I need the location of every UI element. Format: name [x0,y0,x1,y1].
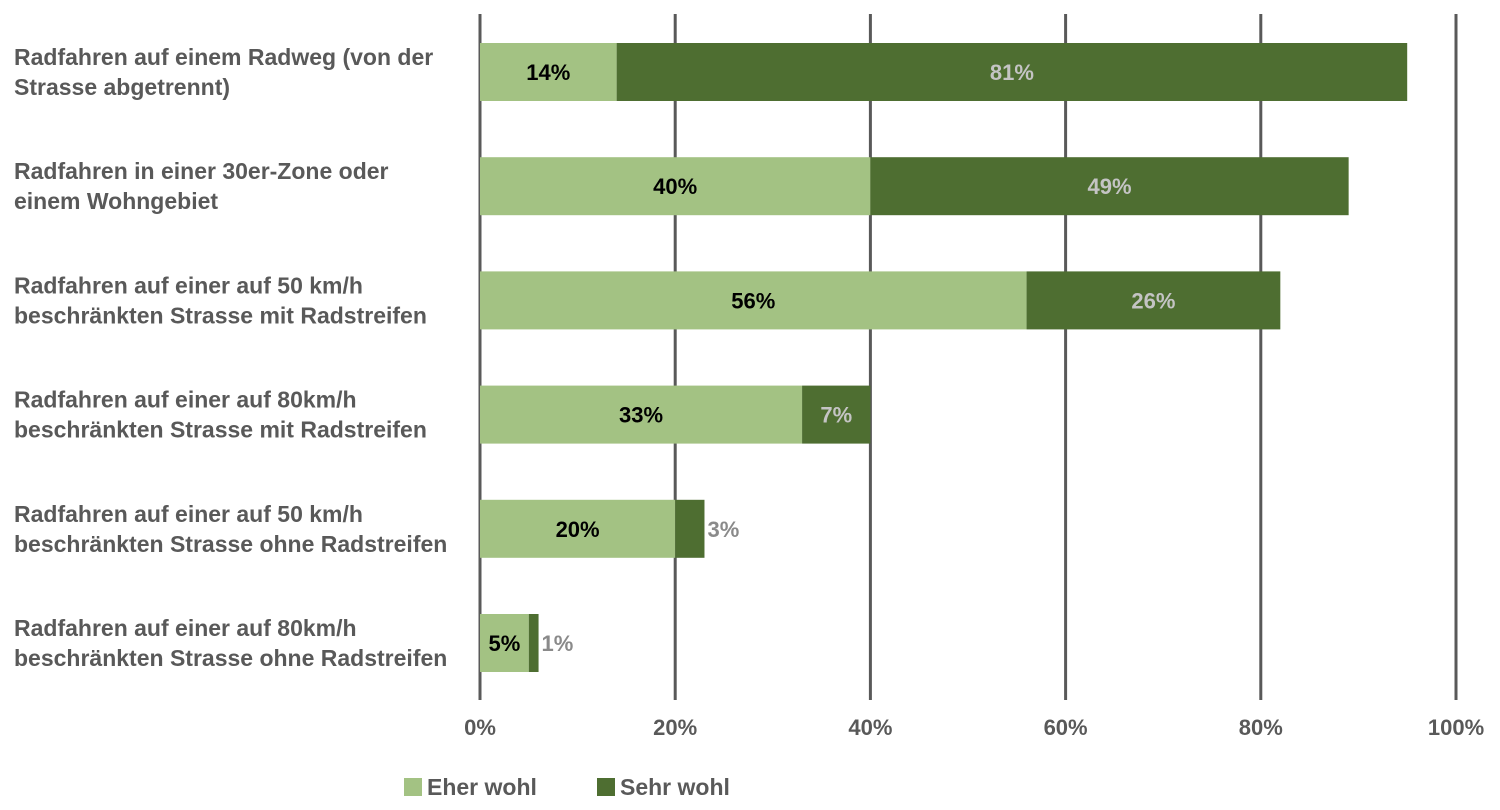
bar-eher-wohl [480,385,803,444]
bar-sehr-wohl [1026,271,1281,330]
category-labels: Radfahren auf einem Radweg (von der Stras… [14,44,447,671]
bar-sehr-wohl [870,157,1349,216]
gridlines [478,14,1458,700]
bar-sehr-wohl [616,43,1408,101]
bars [480,43,1408,672]
category-label-line: beschränkten Strasse mit Radstreifen [14,417,427,443]
category-label-line: Radfahren auf einem Radweg (von der [14,44,433,70]
category-label: Radfahren auf einer auf 50 km/h beschränk… [14,272,427,328]
x-tick-label: 40% [848,715,892,740]
legend-sehr-wohl-swatch [597,778,615,796]
data-label-sehr-wohl: 1% [542,631,574,656]
data-label-eher-wohl: 33% [619,403,663,428]
category-label: Radfahren auf einer auf 50 km/h beschränk… [14,501,447,557]
category-label-line: Radfahren auf einer auf 50 km/h [14,501,363,527]
category-label-line: beschränkten Strasse ohne Radstreifen [14,531,447,557]
data-label-eher-wohl: 40% [653,174,697,199]
data-label-eher-wohl: 14% [526,60,570,85]
data-label-eher-wohl: 56% [731,288,775,313]
bar-eher-wohl [480,157,871,216]
bar-eher-wohl [480,271,1027,330]
data-label-sehr-wohl: 26% [1131,288,1175,313]
bar-eher-wohl [480,499,676,558]
category-label-line: Radfahren auf einer auf 50 km/h [14,272,363,298]
data-label-sehr-wohl: 49% [1087,174,1131,199]
x-tick-label: 60% [1044,715,1088,740]
bar-eher-wohl [480,43,617,101]
data-label-eher-wohl: 5% [489,631,521,656]
data-label-eher-wohl: 20% [556,517,600,542]
data-label-sehr-wohl: 81% [990,60,1034,85]
category-label-line: beschränkten Strasse ohne Radstreifen [14,645,447,671]
category-label: Radfahren in einer 30er-Zone oder einem W… [14,158,389,214]
x-tick-label: 20% [653,715,697,740]
category-label: Radfahren auf einem Radweg (von der Stras… [14,44,433,100]
bar-eher-wohl [480,614,529,672]
category-label-line: Radfahren auf einer auf 80km/h [14,387,357,413]
category-label-line: beschränkten Strasse mit Radstreifen [14,302,427,328]
category-label-line: Radfahren in einer 30er-Zone oder [14,158,389,184]
x-tick-label: 100% [1428,715,1484,740]
category-label-line: Strasse abgetrennt) [14,74,230,100]
bar-sehr-wohl [528,614,539,672]
data-label-sehr-wohl: 7% [820,403,852,428]
bar-sehr-wohl [675,499,705,558]
x-tick-label: 0% [464,715,496,740]
data-label-sehr-wohl: 3% [707,517,739,542]
data-labels: 14% 81% 40% 49% 56% 26% 33% 7% 20% 3% 5% 1% [489,60,1176,656]
legend: Eher wohl Sehr wohl [404,774,730,800]
bar-sehr-wohl [802,385,871,444]
category-label-line: Radfahren auf einer auf 80km/h [14,615,357,641]
category-label: Radfahren auf einer auf 80km/h beschränkt… [14,615,447,671]
category-label-line: einem Wohngebiet [14,188,218,214]
category-label: Radfahren auf einer auf 80km/h beschränkt… [14,387,427,443]
legend-eher-wohl-label: Eher wohl [427,774,537,800]
legend-sehr-wohl-label: Sehr wohl [620,774,730,800]
x-tick-label: 80% [1239,715,1283,740]
x-axis-tick-labels: 0% 20% 40% 60% 80% 100% [464,715,1484,740]
legend-eher-wohl-swatch [404,778,422,796]
